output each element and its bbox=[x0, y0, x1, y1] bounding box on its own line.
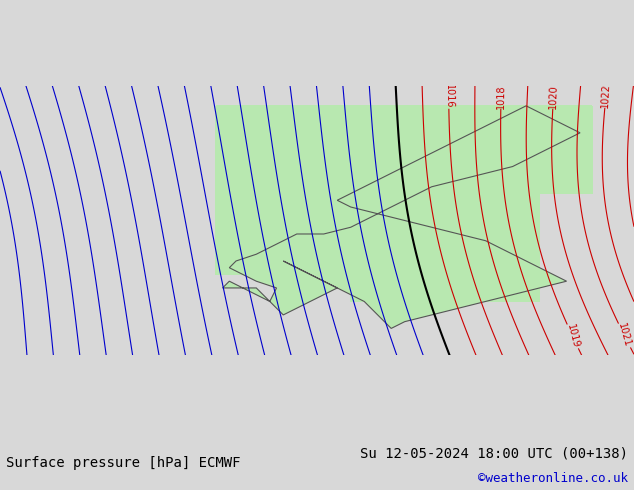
Text: Surface pressure [hPa] ECMWF: Surface pressure [hPa] ECMWF bbox=[6, 456, 241, 470]
Text: 1016: 1016 bbox=[444, 84, 454, 109]
Text: 1021: 1021 bbox=[616, 322, 633, 349]
Text: 1019: 1019 bbox=[565, 323, 581, 349]
Text: 1020: 1020 bbox=[548, 84, 559, 109]
Text: Su 12-05-2024 18:00 UTC (00+138): Su 12-05-2024 18:00 UTC (00+138) bbox=[359, 446, 628, 461]
Polygon shape bbox=[223, 106, 580, 328]
Text: 1022: 1022 bbox=[600, 83, 612, 108]
Text: ©weatheronline.co.uk: ©weatheronline.co.uk bbox=[477, 472, 628, 485]
Text: 1018: 1018 bbox=[496, 84, 506, 109]
